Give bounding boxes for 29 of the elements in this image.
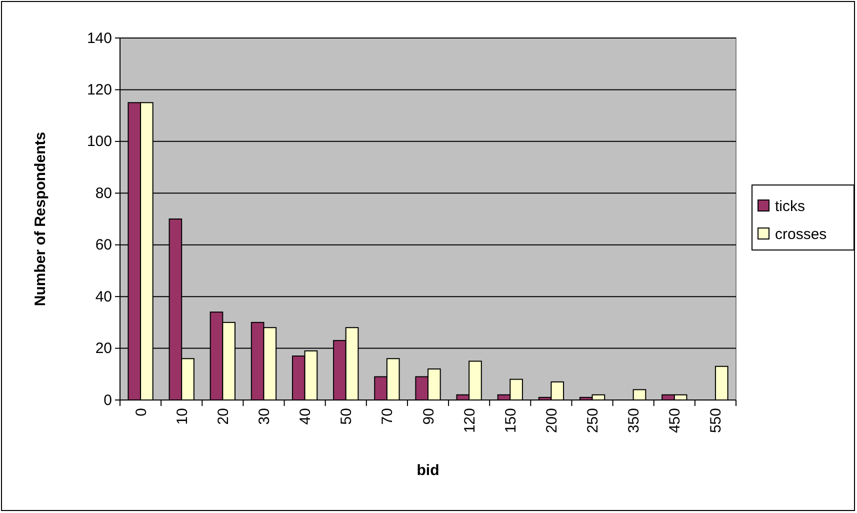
x-tick-label: 20 [214,408,232,425]
x-axis-title: bid [416,462,440,479]
y-tick-label: 40 [95,288,112,306]
x-tick-label: 10 [174,408,191,425]
x-tick-label: 200 [543,408,560,434]
bar [714,366,728,400]
y-axis-title: Number of Respondents [32,132,49,306]
y-tick-label: 80 [95,184,112,202]
x-tick-label: 90 [420,408,438,425]
x-tick-label: 120 [461,408,478,434]
y-tick-label: 20 [95,340,112,358]
x-tick-label: 30 [256,408,273,425]
x-tick-label: 250 [584,408,602,434]
x-tick-label: 70 [379,408,396,425]
x-tick-label: 450 [666,408,684,434]
x-tick-label: 0 [132,408,150,416]
x-tick-label: 350 [626,408,643,434]
y-tick-label: 100 [86,133,112,150]
y-tick-label: 0 [104,392,112,409]
x-tick-label: 50 [338,408,356,425]
y-tick-label: 60 [95,236,112,254]
x-tick-label: 550 [708,408,725,434]
bar [632,389,646,400]
x-tick-label: 40 [297,408,314,425]
legend-label: ticks [775,198,805,215]
y-tick-label: 140 [86,30,112,47]
x-tick-label: 150 [502,408,520,434]
y-tick-label: 120 [86,82,112,99]
legend-label: crosses [775,226,827,243]
